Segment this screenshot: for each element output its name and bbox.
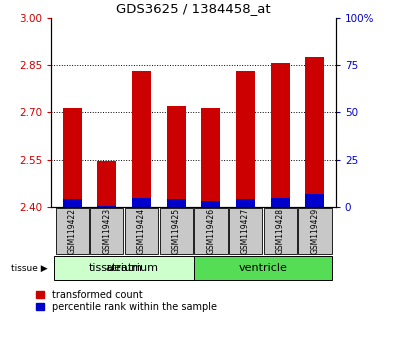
Text: tissue ▶: tissue ▶ bbox=[11, 264, 47, 273]
FancyBboxPatch shape bbox=[263, 207, 297, 255]
FancyBboxPatch shape bbox=[54, 256, 194, 280]
Bar bbox=[236, 72, 255, 207]
Bar bbox=[97, 161, 117, 207]
FancyBboxPatch shape bbox=[298, 207, 331, 255]
Text: GSM119425: GSM119425 bbox=[172, 208, 181, 254]
Bar bbox=[97, 206, 117, 207]
FancyBboxPatch shape bbox=[229, 207, 262, 255]
Text: GSM119423: GSM119423 bbox=[102, 208, 111, 254]
FancyBboxPatch shape bbox=[125, 207, 158, 255]
Text: atrium: atrium bbox=[106, 263, 143, 273]
Legend: transformed count, percentile rank within the sample: transformed count, percentile rank withi… bbox=[36, 290, 217, 312]
Bar bbox=[132, 72, 151, 207]
Bar bbox=[236, 199, 255, 207]
FancyBboxPatch shape bbox=[160, 207, 193, 255]
Title: GDS3625 / 1384458_at: GDS3625 / 1384458_at bbox=[116, 2, 271, 15]
Bar bbox=[305, 194, 324, 207]
FancyBboxPatch shape bbox=[56, 207, 89, 255]
Text: GSM119428: GSM119428 bbox=[276, 208, 285, 254]
Text: ventricle: ventricle bbox=[239, 263, 287, 273]
Bar bbox=[271, 63, 290, 207]
Bar bbox=[132, 198, 151, 207]
Bar bbox=[167, 106, 186, 207]
FancyBboxPatch shape bbox=[90, 207, 124, 255]
Text: GSM119429: GSM119429 bbox=[310, 208, 320, 254]
Text: GSM119426: GSM119426 bbox=[207, 208, 215, 254]
Bar bbox=[271, 198, 290, 207]
Text: GSM119427: GSM119427 bbox=[241, 208, 250, 254]
FancyBboxPatch shape bbox=[194, 256, 331, 280]
Text: GSM119422: GSM119422 bbox=[68, 208, 77, 254]
Bar bbox=[63, 108, 82, 207]
Bar bbox=[167, 199, 186, 207]
Bar bbox=[201, 108, 220, 207]
Bar bbox=[201, 201, 220, 207]
Bar bbox=[63, 199, 82, 207]
Bar bbox=[305, 57, 324, 207]
FancyBboxPatch shape bbox=[194, 207, 228, 255]
Text: tissueatrium: tissueatrium bbox=[89, 263, 159, 273]
Text: GSM119424: GSM119424 bbox=[137, 208, 146, 254]
